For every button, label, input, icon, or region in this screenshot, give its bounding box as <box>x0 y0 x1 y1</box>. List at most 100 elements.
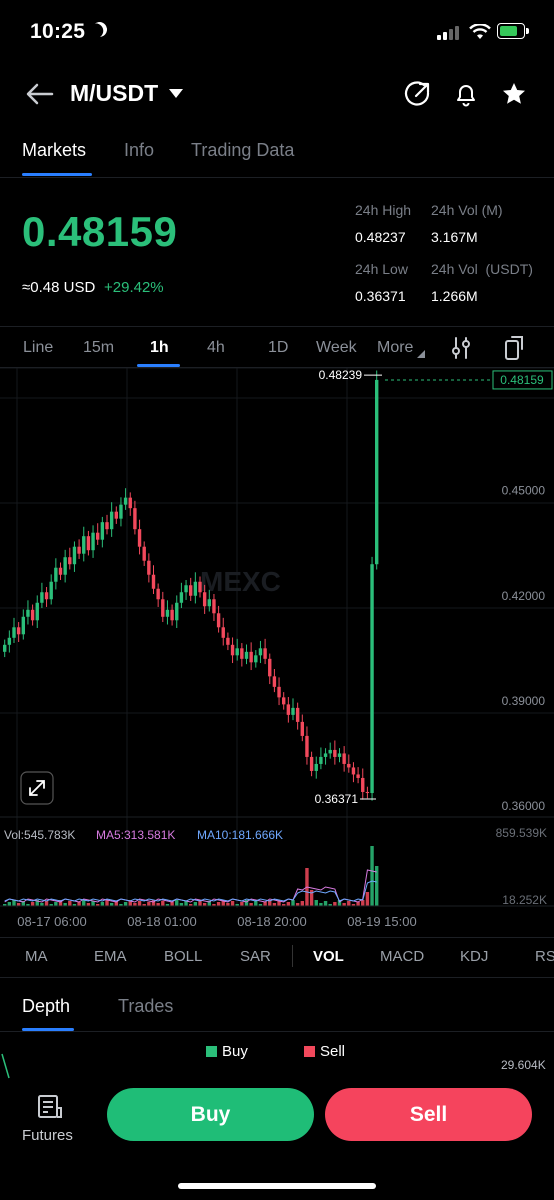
candle <box>226 637 230 645</box>
star-icon[interactable] <box>500 80 528 108</box>
volume-bar <box>156 903 160 906</box>
timeframe-line[interactable]: Line <box>23 339 54 356</box>
candle <box>375 379 379 565</box>
volume-bar <box>365 892 370 906</box>
candle <box>286 704 291 715</box>
indicator-ema[interactable]: EMA <box>94 948 127 965</box>
buy-legend: Buy <box>222 1043 248 1060</box>
candle <box>202 592 207 607</box>
indicator-sar[interactable]: SAR <box>240 948 271 965</box>
current-price: 0.48159 <box>385 370 553 390</box>
volume-bar <box>314 900 318 906</box>
volume-bar <box>114 901 118 906</box>
candle <box>258 648 263 656</box>
volume-bar <box>137 901 142 906</box>
candle <box>30 609 35 621</box>
price-chart[interactable]: MEXC 0.45000 0.42000 0.39000 0.36000 0.4815… <box>0 368 554 938</box>
candle <box>123 497 128 505</box>
candle <box>7 637 12 645</box>
buy-button[interactable]: Buy <box>107 1088 314 1141</box>
tab-trading-data[interactable]: Trading Data <box>191 140 295 160</box>
candle <box>272 676 277 687</box>
indicator-macd[interactable]: MACD <box>380 948 425 965</box>
tab-info[interactable]: Info <box>124 140 155 160</box>
share-icon[interactable] <box>404 80 432 108</box>
indicator-boll[interactable]: BOLL <box>164 948 203 965</box>
divider <box>0 977 554 978</box>
indicator-ma[interactable]: MA <box>25 948 48 965</box>
volume-bar <box>96 904 100 906</box>
candle <box>249 651 253 663</box>
timeframe-15m[interactable]: 15m <box>83 339 115 356</box>
tab-markets[interactable]: Markets <box>22 140 87 160</box>
candle <box>54 567 58 582</box>
tab-indicator <box>22 173 92 176</box>
candles <box>3 370 379 801</box>
candle <box>263 648 267 659</box>
volume-bar <box>375 866 379 906</box>
volume-bar <box>193 902 198 906</box>
back-arrow-icon[interactable] <box>24 80 56 108</box>
candle <box>268 658 272 677</box>
expand-icon[interactable] <box>20 771 54 805</box>
candle <box>300 721 304 736</box>
indicator-kdj[interactable]: KDJ <box>460 948 489 965</box>
x-axis: 08-17 06:00 08-18 01:00 08-18 20:00 08-19 1… <box>17 914 416 929</box>
volume-bar <box>16 903 21 906</box>
candle <box>295 707 300 722</box>
timeframe-1d[interactable]: 1D <box>268 339 289 356</box>
volume-bar <box>44 901 49 906</box>
sell-legend: Sell <box>320 1043 346 1060</box>
candle <box>3 644 7 652</box>
candle <box>86 536 91 551</box>
stat-value-low: 0.36371 <box>355 288 406 304</box>
stat-label-low: 24h Low <box>355 261 408 277</box>
volume-bar <box>119 904 123 906</box>
candle <box>68 557 72 565</box>
timeframe-4h[interactable]: 4h <box>207 339 225 356</box>
candle <box>63 557 67 575</box>
volume-bar <box>198 900 202 906</box>
timeframe-week[interactable]: Week <box>316 339 357 356</box>
indicator-rs[interactable]: RS <box>535 948 554 965</box>
futures-icon[interactable] <box>36 1094 64 1120</box>
candle <box>207 599 211 607</box>
settings-sliders-icon[interactable] <box>450 336 472 360</box>
timeframe-indicator <box>137 364 180 367</box>
volume-bar <box>3 904 7 906</box>
candle <box>58 567 63 575</box>
volume-bar <box>54 902 58 906</box>
tab-depth[interactable]: Depth <box>22 996 71 1016</box>
timeframe-1h[interactable]: 1h <box>150 339 169 356</box>
depth-top-value: 29.604K <box>501 1058 546 1072</box>
volume-bar <box>268 900 272 906</box>
candle <box>109 511 114 530</box>
stat-value-vol-usdt: 1.266M <box>431 288 478 304</box>
low-marker: 0.36371 <box>315 792 376 806</box>
futures-label[interactable]: Futures <box>22 1127 73 1144</box>
candle <box>333 749 337 757</box>
candle <box>128 497 132 509</box>
pair-title[interactable]: M/USDT <box>70 80 159 106</box>
caret-down-icon[interactable] <box>169 89 183 98</box>
volume-bar <box>189 904 193 906</box>
volume-bar <box>221 900 225 906</box>
more-caret-icon[interactable] <box>417 350 425 358</box>
candle <box>230 644 235 656</box>
tab-trades[interactable]: Trades <box>118 996 174 1016</box>
indicator-vol[interactable]: VOL <box>313 948 344 965</box>
sell-button[interactable]: Sell <box>325 1088 532 1141</box>
candle <box>370 564 374 794</box>
candle <box>21 616 25 635</box>
watermark: MEXC <box>200 566 281 597</box>
volume-bar <box>328 904 332 906</box>
candle <box>147 560 151 575</box>
stat-label-vol-usdt: 24h Vol (USDT) <box>431 261 533 277</box>
ma5-label: MA5:313.581K <box>96 828 175 842</box>
candle <box>337 753 342 757</box>
timeframe-more[interactable]: More <box>377 339 414 356</box>
landscape-toggle-icon[interactable] <box>503 335 525 361</box>
bell-icon[interactable] <box>452 80 480 108</box>
volume-bar <box>142 904 146 906</box>
volume-bar <box>49 904 53 906</box>
